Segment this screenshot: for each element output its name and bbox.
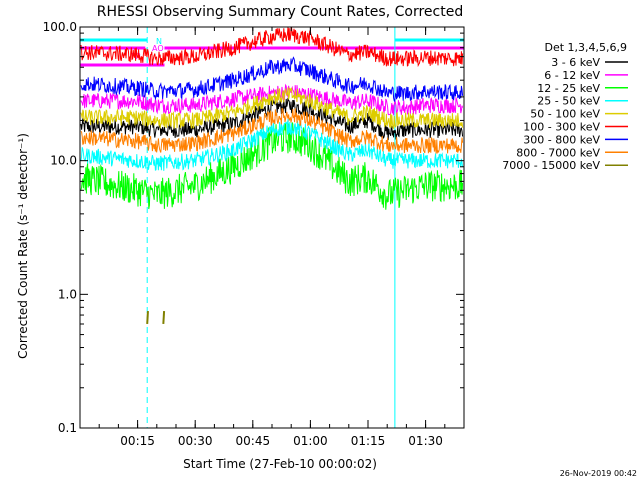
legend-entry-label: 7000 - 15000 keV bbox=[502, 159, 600, 172]
legend-entry-label: 100 - 300 keV bbox=[523, 121, 600, 134]
series-line-8-2 bbox=[162, 310, 166, 325]
series-line-2 bbox=[80, 122, 464, 210]
x-tick-label-2: 00:45 bbox=[236, 434, 271, 448]
legend-entry-label: 25 - 50 keV bbox=[537, 95, 600, 108]
flag-label-fr: FR bbox=[131, 52, 142, 61]
flag-label-n: N bbox=[156, 37, 162, 46]
legend-entry-label: 300 - 800 keV bbox=[523, 133, 600, 146]
x-tick-label-5: 01:30 bbox=[408, 434, 443, 448]
legend-entry-label: 12 - 25 keV bbox=[537, 82, 600, 95]
flag-label-ao: AO bbox=[152, 44, 164, 53]
series-line-8-0 bbox=[146, 310, 149, 325]
y-tick-label-2: 1.0 bbox=[58, 287, 77, 301]
series-line-4 bbox=[80, 87, 464, 130]
y-tick-label-1: 10.0 bbox=[50, 154, 77, 168]
x-tick-label-4: 01:15 bbox=[351, 434, 386, 448]
x-axis-label: Start Time (27-Feb-10 00:00:02) bbox=[183, 457, 377, 471]
legend-entry-label: 3 - 6 keV bbox=[551, 56, 600, 69]
series-layer bbox=[80, 26, 464, 325]
legend-title: Det 1,3,4,5,6,9 bbox=[544, 41, 627, 54]
x-tick-label-0: 00:15 bbox=[120, 434, 155, 448]
series-line-5 bbox=[80, 26, 464, 68]
series-line-7 bbox=[80, 107, 464, 155]
axes-layer: 00:15 00:30 00:45 01:00 01:15 01:30 100.0 10.0 1… bbox=[43, 20, 465, 448]
x-tick-label-1: 00:30 bbox=[178, 434, 213, 448]
legend-entry-label: 800 - 7000 keV bbox=[516, 146, 600, 159]
x-tick-label-3: 01:00 bbox=[293, 434, 328, 448]
y-tick-label-3: 0.1 bbox=[58, 421, 77, 435]
y-tick-label-0: 100.0 bbox=[43, 20, 77, 34]
footer-timestamp: 26-Nov-2019 00:42 bbox=[560, 469, 637, 478]
legend-entry-label: 50 - 100 keV bbox=[530, 108, 600, 121]
y-axis-label-text: Corrected Count Rate (s⁻¹ detector⁻¹) bbox=[16, 133, 30, 359]
y-axis-label: Corrected Count Rate (s⁻¹ detector⁻¹) bbox=[16, 133, 30, 359]
series-line-1 bbox=[80, 83, 464, 116]
chart-title: RHESSI Observing Summary Count Rates, Co… bbox=[97, 4, 463, 20]
legend-entry-label: 6 - 12 keV bbox=[544, 69, 600, 82]
series-line-6 bbox=[80, 56, 464, 103]
